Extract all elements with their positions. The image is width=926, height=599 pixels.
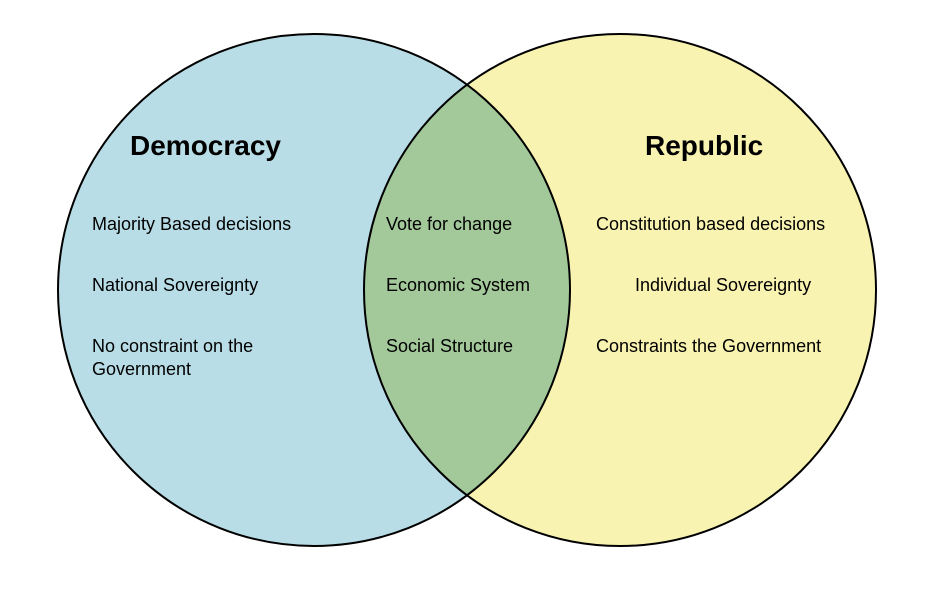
left-item-1: National Sovereignty (92, 274, 258, 297)
intersection-item-1: Economic System (386, 274, 530, 297)
left-item-0: Majority Based decisions (92, 213, 291, 236)
venn-diagram: Democracy Republic Majority Based decisi… (0, 0, 926, 594)
right-title: Republic (645, 130, 763, 162)
intersection-item-2: Social Structure (386, 335, 513, 358)
left-item-2: No constraint on the Government (92, 335, 292, 382)
left-title: Democracy (130, 130, 281, 162)
right-item-0: Constitution based decisions (596, 213, 825, 236)
intersection-item-0: Vote for change (386, 213, 512, 236)
right-item-2: Constraints the Government (596, 335, 821, 358)
right-item-1: Individual Sovereignty (635, 274, 811, 297)
